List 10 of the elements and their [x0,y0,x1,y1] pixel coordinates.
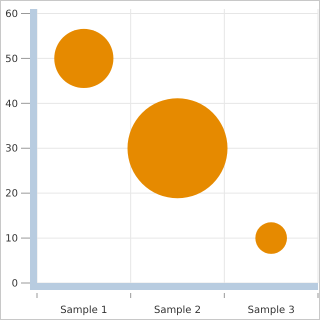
y-tick-label: 30 [5,144,18,155]
y-tick-label: 0 [12,278,18,290]
y-tick-label: 40 [5,98,18,110]
x-tick-label: Sample 1 [60,305,108,316]
y-tick-label: 50 [5,54,18,65]
x-tick-label: Sample 2 [154,305,202,316]
x-tick-label: Sample 3 [248,305,295,316]
y-tick-label: 20 [5,188,18,200]
y-tick-label: 10 [5,234,18,245]
y-tick-label: 60 [5,8,18,20]
